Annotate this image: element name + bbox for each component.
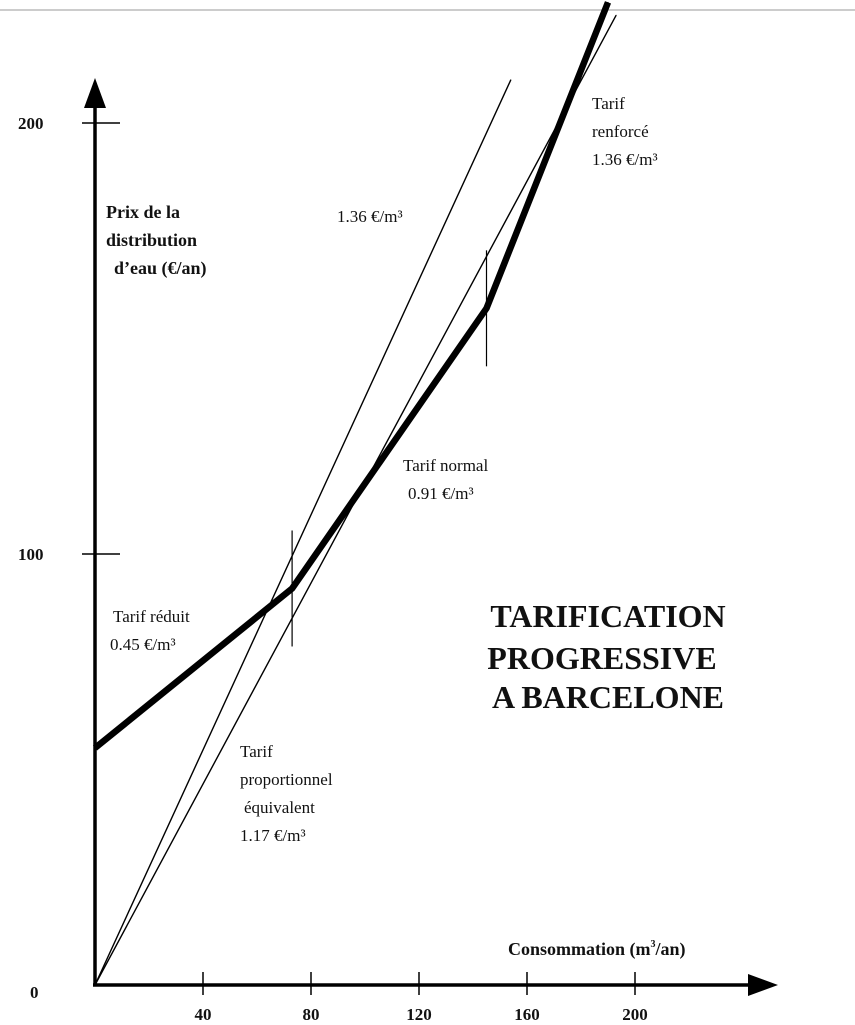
x-tick-label: 40 <box>195 1005 212 1024</box>
annotation-tarif-normal: Tarif normal 0.91 €/m³ <box>403 456 492 503</box>
series-point-3 <box>615 14 617 16</box>
chart-title-line-1: TARIFICATION <box>490 598 725 634</box>
annotation-tarif-reduit: Tarif réduit 0.45 €/m³ <box>110 607 194 654</box>
x-axis-title: Consommation (m3/an) <box>508 939 686 960</box>
x-tick-label: 200 <box>622 1005 648 1024</box>
x-tick-label: 160 <box>514 1005 540 1024</box>
y-axis-title-line-2: distribution <box>106 230 197 250</box>
chart-title: TARIFICATION PROGRESSIVE A BARCELONE <box>487 598 733 715</box>
annotation-tarif-renforce: Tarif renforcé 1.36 €/m³ <box>592 94 658 169</box>
series-line-2 <box>94 79 512 986</box>
axes <box>84 78 778 996</box>
series-line-1 <box>92 1 612 751</box>
series-lines <box>92 1 617 986</box>
series-line-3 <box>94 14 617 986</box>
x-tick-label: 120 <box>406 1005 432 1024</box>
ticks: 40 80 120 160 200 100 200 <box>18 114 648 1024</box>
origin-label: 0 <box>30 983 39 1002</box>
series-point-1 <box>94 747 96 749</box>
chart-title-line-2: PROGRESSIVE <box>487 640 716 676</box>
y-tick-label: 200 <box>18 114 44 133</box>
y-tick-label: 100 <box>18 545 44 564</box>
y-axis-title: Prix de la distribution d’eau (€/an) <box>106 202 207 279</box>
series-point-3 <box>94 984 96 986</box>
annotation-steep-rate: 1.36 €/m³ <box>337 207 403 226</box>
x-axis-arrow <box>748 974 778 996</box>
series-point-1 <box>607 1 609 3</box>
y-axis-title-line-1: Prix de la <box>106 202 180 222</box>
breakpoint-markers <box>291 250 488 647</box>
y-axis-title-line-3: d’eau (€/an) <box>114 258 207 279</box>
y-axis-arrow <box>84 78 106 108</box>
annotation-tarif-proportionnel: Tarif proportionnel équivalent 1.17 €/m³ <box>240 742 337 845</box>
series-point-2 <box>510 79 512 81</box>
chart-title-line-3: A BARCELONE <box>492 679 724 715</box>
x-tick-label: 80 <box>303 1005 320 1024</box>
